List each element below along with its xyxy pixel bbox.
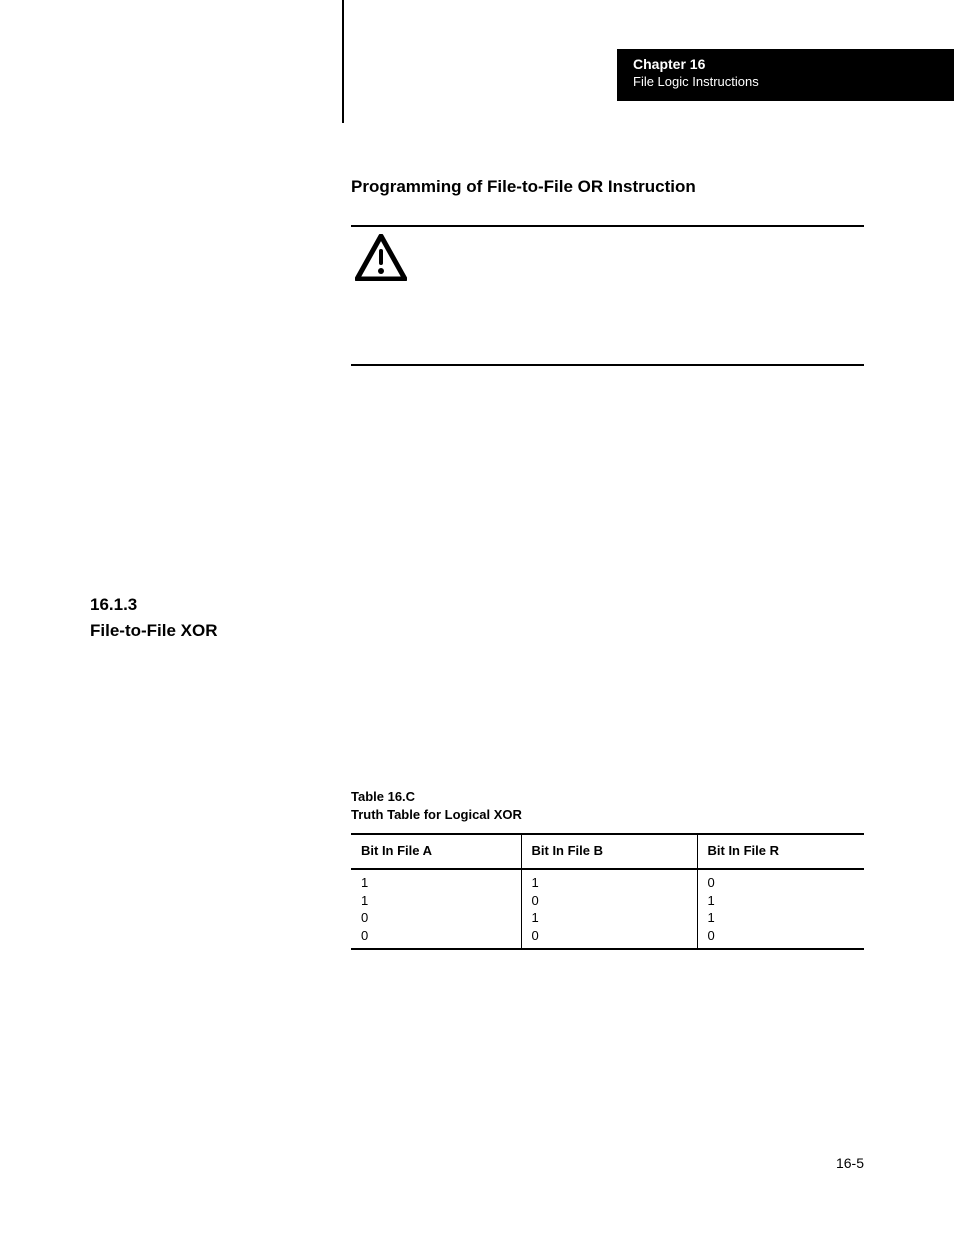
cell: 0 bbox=[351, 927, 521, 950]
cell: 1 bbox=[351, 869, 521, 892]
table-row: 0 1 1 bbox=[351, 909, 864, 927]
side-heading-number: 16.1.3 bbox=[90, 592, 218, 618]
cell: 0 bbox=[697, 869, 864, 892]
section-heading: Programming of File-to-File OR Instructi… bbox=[351, 177, 696, 197]
page-number: 16-5 bbox=[836, 1155, 864, 1171]
attention-rule-bottom bbox=[351, 364, 864, 366]
cell: 1 bbox=[697, 909, 864, 927]
chapter-header: Chapter 16 File Logic Instructions bbox=[617, 49, 954, 101]
table-row: 1 1 0 bbox=[351, 869, 864, 892]
truth-table: Bit In File A Bit In File B Bit In File … bbox=[351, 833, 864, 950]
side-heading: 16.1.3 File-to-File XOR bbox=[90, 592, 218, 643]
col-header-r: Bit In File R bbox=[697, 834, 864, 869]
cell: 0 bbox=[697, 927, 864, 950]
cell: 1 bbox=[351, 892, 521, 910]
attention-rule-top bbox=[351, 225, 864, 227]
table-row: 0 0 0 bbox=[351, 927, 864, 950]
warning-triangle-icon bbox=[355, 234, 407, 281]
col-header-a: Bit In File A bbox=[351, 834, 521, 869]
table-row: 1 0 1 bbox=[351, 892, 864, 910]
chapter-number: Chapter 16 bbox=[633, 56, 938, 74]
cell: 1 bbox=[521, 869, 697, 892]
table-caption: Table 16.C Truth Table for Logical XOR bbox=[351, 788, 522, 824]
table-header-row: Bit In File A Bit In File B Bit In File … bbox=[351, 834, 864, 869]
cell: 1 bbox=[697, 892, 864, 910]
top-vertical-rule bbox=[342, 0, 344, 123]
cell: 0 bbox=[521, 892, 697, 910]
cell: 0 bbox=[521, 927, 697, 950]
chapter-title: File Logic Instructions bbox=[633, 74, 938, 90]
table-caption-line1: Table 16.C bbox=[351, 788, 522, 806]
col-header-b: Bit In File B bbox=[521, 834, 697, 869]
page: Chapter 16 File Logic Instructions Progr… bbox=[0, 0, 954, 1235]
cell: 1 bbox=[521, 909, 697, 927]
table-caption-line2: Truth Table for Logical XOR bbox=[351, 806, 522, 824]
cell: 0 bbox=[351, 909, 521, 927]
side-heading-title: File-to-File XOR bbox=[90, 618, 218, 644]
